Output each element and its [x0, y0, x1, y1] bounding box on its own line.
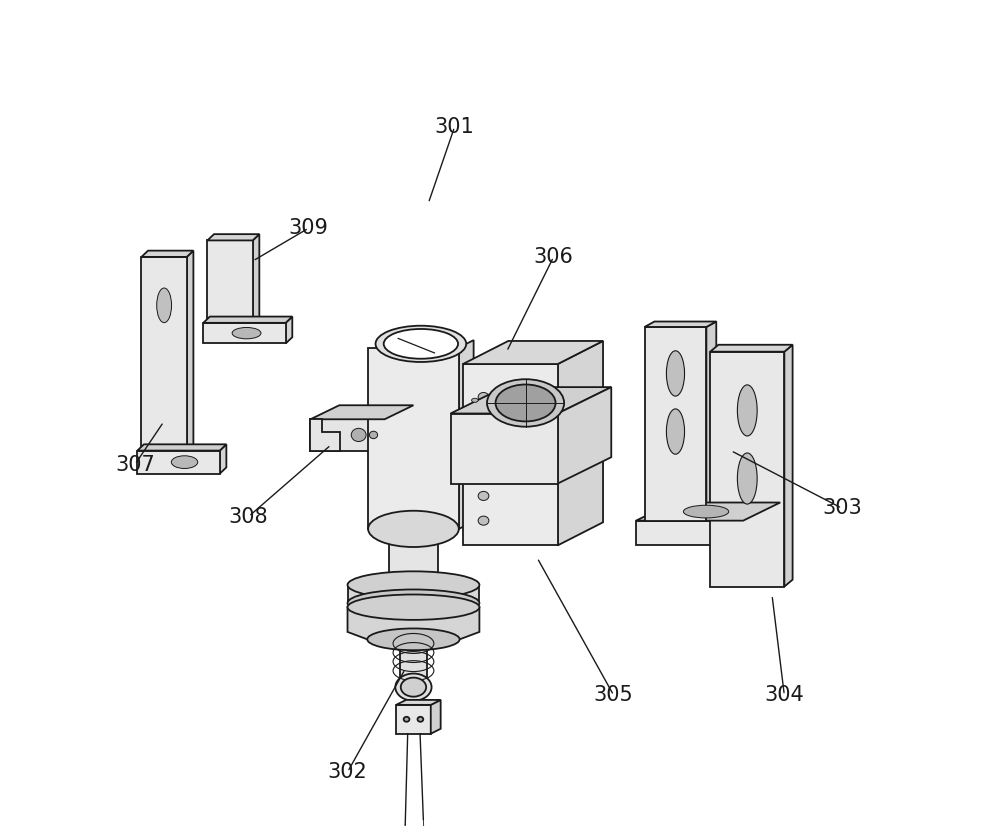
- Ellipse shape: [478, 393, 489, 402]
- Polygon shape: [710, 345, 793, 351]
- Ellipse shape: [171, 456, 198, 468]
- Polygon shape: [389, 533, 438, 590]
- Polygon shape: [207, 234, 259, 241]
- Ellipse shape: [478, 466, 489, 476]
- Ellipse shape: [157, 288, 172, 323]
- Ellipse shape: [666, 409, 685, 454]
- Ellipse shape: [417, 717, 423, 722]
- Polygon shape: [253, 234, 259, 323]
- Polygon shape: [396, 700, 441, 705]
- Ellipse shape: [478, 417, 489, 426]
- Polygon shape: [636, 521, 743, 545]
- Polygon shape: [203, 317, 292, 323]
- Polygon shape: [451, 414, 558, 484]
- Ellipse shape: [404, 717, 409, 722]
- Ellipse shape: [376, 326, 466, 362]
- Polygon shape: [645, 327, 706, 521]
- Polygon shape: [463, 364, 558, 545]
- Polygon shape: [706, 322, 716, 521]
- Polygon shape: [141, 251, 193, 257]
- Polygon shape: [396, 705, 431, 734]
- Polygon shape: [310, 419, 385, 451]
- Polygon shape: [710, 351, 784, 586]
- Ellipse shape: [737, 385, 757, 436]
- Text: 309: 309: [289, 218, 329, 238]
- Ellipse shape: [666, 351, 685, 396]
- Polygon shape: [310, 419, 340, 451]
- Text: 304: 304: [764, 686, 804, 705]
- Ellipse shape: [351, 428, 366, 442]
- Polygon shape: [207, 241, 253, 323]
- Ellipse shape: [478, 516, 489, 525]
- Polygon shape: [286, 317, 292, 343]
- Text: 306: 306: [534, 247, 574, 267]
- Text: 303: 303: [822, 499, 862, 519]
- Text: 301: 301: [435, 117, 475, 136]
- Ellipse shape: [369, 431, 378, 438]
- Polygon shape: [203, 323, 286, 343]
- Text: 307: 307: [115, 455, 155, 475]
- Polygon shape: [400, 639, 427, 681]
- Polygon shape: [137, 444, 226, 451]
- Ellipse shape: [683, 505, 729, 518]
- Ellipse shape: [737, 453, 757, 504]
- Polygon shape: [784, 345, 793, 586]
- Polygon shape: [743, 503, 780, 545]
- Polygon shape: [368, 347, 459, 529]
- Ellipse shape: [232, 327, 261, 339]
- Polygon shape: [348, 585, 479, 603]
- Polygon shape: [558, 387, 611, 484]
- Ellipse shape: [368, 511, 459, 547]
- Polygon shape: [220, 444, 226, 474]
- Ellipse shape: [472, 399, 478, 403]
- Text: 305: 305: [594, 686, 634, 705]
- Ellipse shape: [348, 590, 479, 617]
- Ellipse shape: [348, 595, 479, 620]
- Ellipse shape: [348, 571, 479, 599]
- Ellipse shape: [478, 491, 489, 500]
- Polygon shape: [137, 451, 220, 474]
- Text: 302: 302: [328, 762, 367, 782]
- Ellipse shape: [384, 329, 458, 359]
- Polygon shape: [558, 341, 603, 545]
- Polygon shape: [385, 405, 413, 451]
- Ellipse shape: [487, 380, 564, 427]
- Polygon shape: [451, 387, 611, 414]
- Polygon shape: [187, 251, 193, 451]
- Ellipse shape: [395, 673, 432, 700]
- Ellipse shape: [367, 629, 460, 650]
- Polygon shape: [459, 340, 474, 529]
- Ellipse shape: [478, 442, 489, 451]
- Text: 308: 308: [229, 506, 268, 527]
- Polygon shape: [645, 322, 716, 327]
- Polygon shape: [310, 405, 413, 419]
- Polygon shape: [431, 700, 441, 734]
- Ellipse shape: [401, 677, 426, 696]
- Ellipse shape: [496, 385, 556, 422]
- Polygon shape: [636, 503, 780, 521]
- Polygon shape: [348, 607, 479, 639]
- Polygon shape: [141, 257, 187, 451]
- Polygon shape: [463, 341, 603, 364]
